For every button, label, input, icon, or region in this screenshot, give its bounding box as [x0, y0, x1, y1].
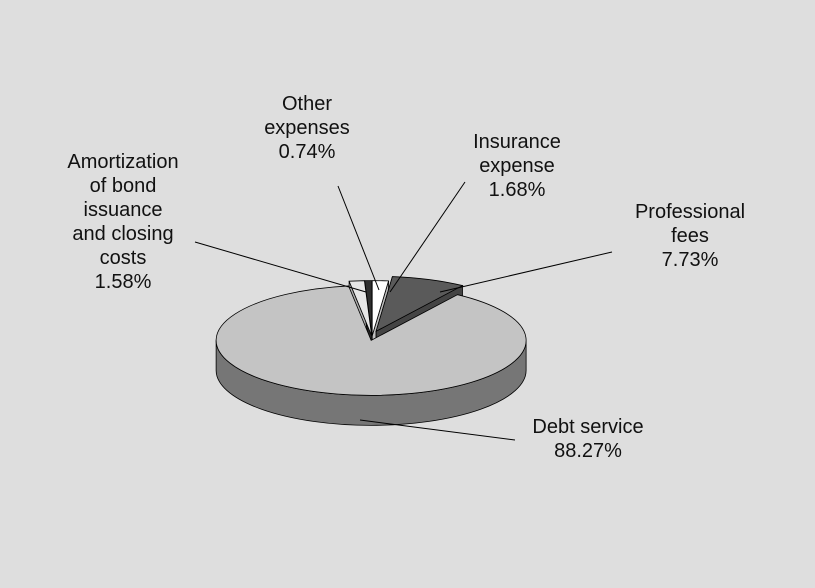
slice-label: Amortization of bond issuance and closin… [66, 150, 180, 294]
value-label: 7.73% [661, 249, 719, 271]
value-label: 88.27% [554, 440, 622, 462]
slice-label: Professional fees 7.73% [625, 200, 755, 272]
category-label: Amortization of bond issuance and closin… [67, 151, 179, 269]
slice-label: Other expenses 0.74% [252, 92, 362, 164]
leader-line [337, 185, 380, 291]
category-label: Professional fees [634, 201, 746, 247]
leader-line [389, 181, 466, 293]
slice-label: Insurance expense 1.68% [452, 130, 582, 202]
leader-line [194, 241, 367, 293]
slice [215, 285, 527, 396]
leader-line [439, 251, 613, 293]
category-label: Other expenses [264, 93, 350, 139]
leader-line [359, 419, 516, 441]
slice [375, 276, 464, 333]
category-label: Insurance expense [473, 131, 561, 177]
value-label: 1.68% [488, 179, 546, 201]
slice [364, 280, 373, 336]
value-label: 1.58% [94, 271, 152, 293]
slice-label: Debt service 88.27% [503, 415, 673, 463]
category-label: Debt service [532, 416, 644, 438]
value-label: 0.74% [278, 141, 336, 163]
